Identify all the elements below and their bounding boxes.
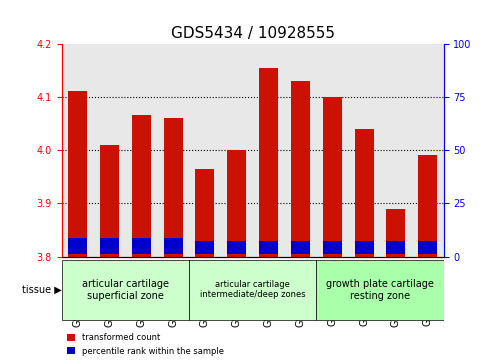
Bar bbox=[94, 44, 125, 257]
Bar bbox=[418, 155, 437, 257]
Bar bbox=[100, 145, 119, 257]
Bar bbox=[323, 241, 342, 254]
Bar bbox=[284, 44, 317, 257]
Bar bbox=[354, 129, 374, 257]
Bar bbox=[387, 209, 405, 257]
Bar bbox=[68, 91, 87, 257]
Bar bbox=[132, 115, 151, 257]
Bar bbox=[354, 241, 374, 254]
Bar bbox=[227, 241, 246, 254]
Bar bbox=[387, 241, 405, 254]
Text: articular cartilage
superficial zone: articular cartilage superficial zone bbox=[82, 279, 169, 301]
Legend: transformed count, percentile rank within the sample: transformed count, percentile rank withi… bbox=[63, 330, 227, 359]
Bar bbox=[164, 238, 182, 254]
Bar bbox=[164, 118, 182, 257]
Bar bbox=[291, 241, 310, 254]
Bar bbox=[259, 68, 278, 257]
Bar bbox=[317, 44, 348, 257]
Bar bbox=[323, 97, 342, 257]
Bar bbox=[259, 241, 278, 254]
Bar bbox=[412, 44, 444, 257]
FancyBboxPatch shape bbox=[317, 260, 444, 320]
Bar bbox=[100, 238, 119, 254]
Bar bbox=[157, 44, 189, 257]
Bar bbox=[195, 241, 214, 254]
Bar bbox=[125, 44, 157, 257]
Text: growth plate cartilage
resting zone: growth plate cartilage resting zone bbox=[326, 279, 434, 301]
FancyBboxPatch shape bbox=[62, 260, 189, 320]
Bar bbox=[195, 169, 214, 257]
Title: GDS5434 / 10928555: GDS5434 / 10928555 bbox=[171, 26, 335, 41]
Bar bbox=[221, 44, 252, 257]
Bar bbox=[68, 238, 87, 254]
Text: articular cartilage
intermediate/deep zones: articular cartilage intermediate/deep zo… bbox=[200, 280, 306, 299]
Bar bbox=[62, 44, 94, 257]
Bar bbox=[348, 44, 380, 257]
Bar bbox=[227, 150, 246, 257]
Bar bbox=[132, 238, 151, 254]
Bar bbox=[252, 44, 284, 257]
FancyBboxPatch shape bbox=[189, 260, 317, 320]
Text: tissue ▶: tissue ▶ bbox=[22, 285, 62, 295]
Bar bbox=[418, 241, 437, 254]
Bar bbox=[189, 44, 221, 257]
Bar bbox=[380, 44, 412, 257]
Bar bbox=[291, 81, 310, 257]
